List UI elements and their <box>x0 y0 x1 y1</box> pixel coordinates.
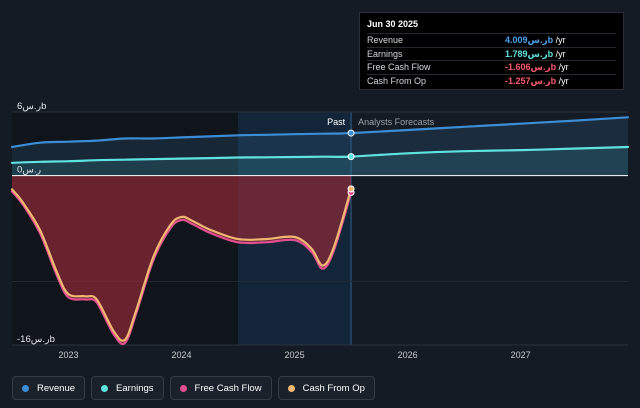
legend-dot-icon <box>22 384 29 392</box>
legend: Revenue Earnings Free Cash Flow Cash Fro… <box>12 376 375 400</box>
earnings-area <box>12 147 628 176</box>
x-tick-label: 2024 <box>172 350 192 360</box>
y-tick-label: 0ر.س <box>17 165 42 176</box>
legend-label: Earnings <box>116 382 154 394</box>
y-tick-label: -16ر.سb <box>17 334 55 345</box>
series-line-revenue <box>10 116 630 149</box>
tooltip-panel: Jun 30 2025 Revenue 4.009ر.سb /yr Earnin… <box>359 12 624 90</box>
revenue-area <box>12 117 628 176</box>
series-line-cash-from-op <box>10 187 353 342</box>
marker-dot-cash-from-op <box>347 185 355 193</box>
tooltip-label: Earnings <box>367 48 403 59</box>
marker-dot-earnings <box>347 153 355 161</box>
tooltip-date: Jun 30 2025 <box>367 19 419 29</box>
tooltip-label: Revenue <box>367 35 404 45</box>
past-label: Past <box>327 117 346 127</box>
tooltip-label: Free Cash Flow <box>367 62 431 72</box>
tooltip-unit: /yr <box>556 75 569 86</box>
tooltip-row-earnings: Earnings 1.789ر.سb /yr <box>367 46 616 61</box>
legend-item-cash-from-op[interactable]: Cash From Op <box>277 376 375 400</box>
tooltip-value: 4.009ر.سb <box>505 35 554 45</box>
tooltip-unit: /yr <box>553 35 566 45</box>
legend-label: Cash From Op <box>302 382 365 394</box>
x-tick-label: 2026 <box>398 350 418 360</box>
x-tick-label: 2023 <box>58 350 78 360</box>
legend-item-free-cash-flow[interactable]: Free Cash Flow <box>169 376 272 400</box>
legend-label: Revenue <box>37 382 76 394</box>
tooltip-row-cash-from-op: Cash From Op -1.257ر.سb /yr <box>367 73 616 88</box>
tooltip-row-free-cash-flow: Free Cash Flow -1.606ر.سb /yr <box>367 60 616 74</box>
tooltip-value: -1.257ر.سb <box>505 75 557 86</box>
marker-dot-revenue <box>347 129 355 137</box>
tooltip-row-revenue: Revenue 4.009ر.سb /yr <box>367 33 616 47</box>
x-tick-label: 2025 <box>285 350 305 360</box>
legend-dot-icon <box>287 384 295 392</box>
y-tick-label: 6ر.سb <box>17 101 46 112</box>
x-tick-label: 2027 <box>511 350 531 360</box>
legend-dot-icon <box>101 384 109 392</box>
tooltip-value: -1.606ر.سb <box>505 62 557 72</box>
tooltip-unit: /yr <box>553 48 566 59</box>
tooltip-value: 1.789ر.سb <box>505 48 554 59</box>
legend-item-revenue[interactable]: Revenue <box>12 376 86 400</box>
series-line-free-cash-flow <box>10 190 353 346</box>
tooltip-label: Cash From Op <box>367 75 427 86</box>
tooltip-unit: /yr <box>556 62 569 72</box>
forecast-label: Analysts Forecasts <box>358 117 435 127</box>
series-line-earnings <box>10 145 630 164</box>
legend-label: Free Cash Flow <box>194 382 262 394</box>
legend-dot-icon <box>179 384 187 392</box>
legend-item-earnings[interactable]: Earnings <box>91 376 164 400</box>
